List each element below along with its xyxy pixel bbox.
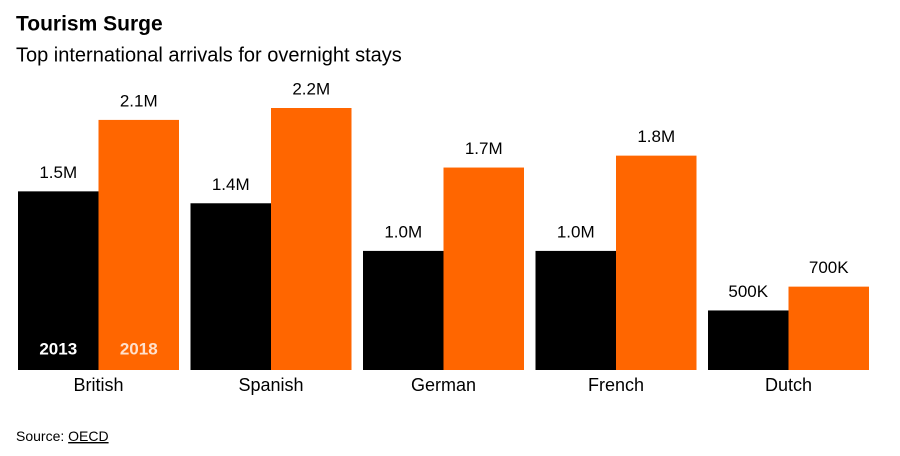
value-label: 700K bbox=[809, 258, 849, 277]
chart-subtitle: Top international arrivals for overnight… bbox=[16, 44, 402, 66]
bar bbox=[788, 286, 869, 370]
value-label: 1.0M bbox=[384, 222, 422, 241]
x-tick-label: Dutch bbox=[765, 375, 812, 395]
x-tick-label: French bbox=[588, 375, 644, 395]
value-label: 1.8M bbox=[637, 127, 675, 146]
x-tick-label: British bbox=[73, 375, 123, 395]
value-label: 500K bbox=[728, 282, 768, 301]
value-label: 1.5M bbox=[39, 163, 77, 182]
bar bbox=[271, 108, 352, 370]
bar bbox=[443, 167, 524, 370]
source-link: OECD bbox=[68, 428, 108, 444]
bar bbox=[363, 250, 444, 370]
value-label: 2.1M bbox=[120, 91, 158, 110]
bar bbox=[18, 191, 99, 370]
bar bbox=[535, 250, 616, 370]
x-tick-label: German bbox=[411, 375, 476, 395]
value-label: 1.4M bbox=[212, 175, 250, 194]
bar bbox=[708, 310, 789, 370]
bar bbox=[190, 203, 271, 370]
value-label: 1.7M bbox=[465, 139, 503, 158]
value-label: 2.2M bbox=[292, 79, 330, 98]
legend-label: 2013 bbox=[39, 339, 77, 358]
source: Source: OECD bbox=[16, 428, 109, 444]
x-tick-label: Spanish bbox=[238, 375, 303, 395]
bar bbox=[616, 155, 697, 370]
value-label: 1.0M bbox=[557, 222, 595, 241]
chart-title: Tourism Surge bbox=[16, 13, 163, 36]
source-label: Source: bbox=[16, 428, 64, 444]
bar bbox=[98, 119, 179, 370]
legend-label: 2018 bbox=[120, 339, 158, 358]
